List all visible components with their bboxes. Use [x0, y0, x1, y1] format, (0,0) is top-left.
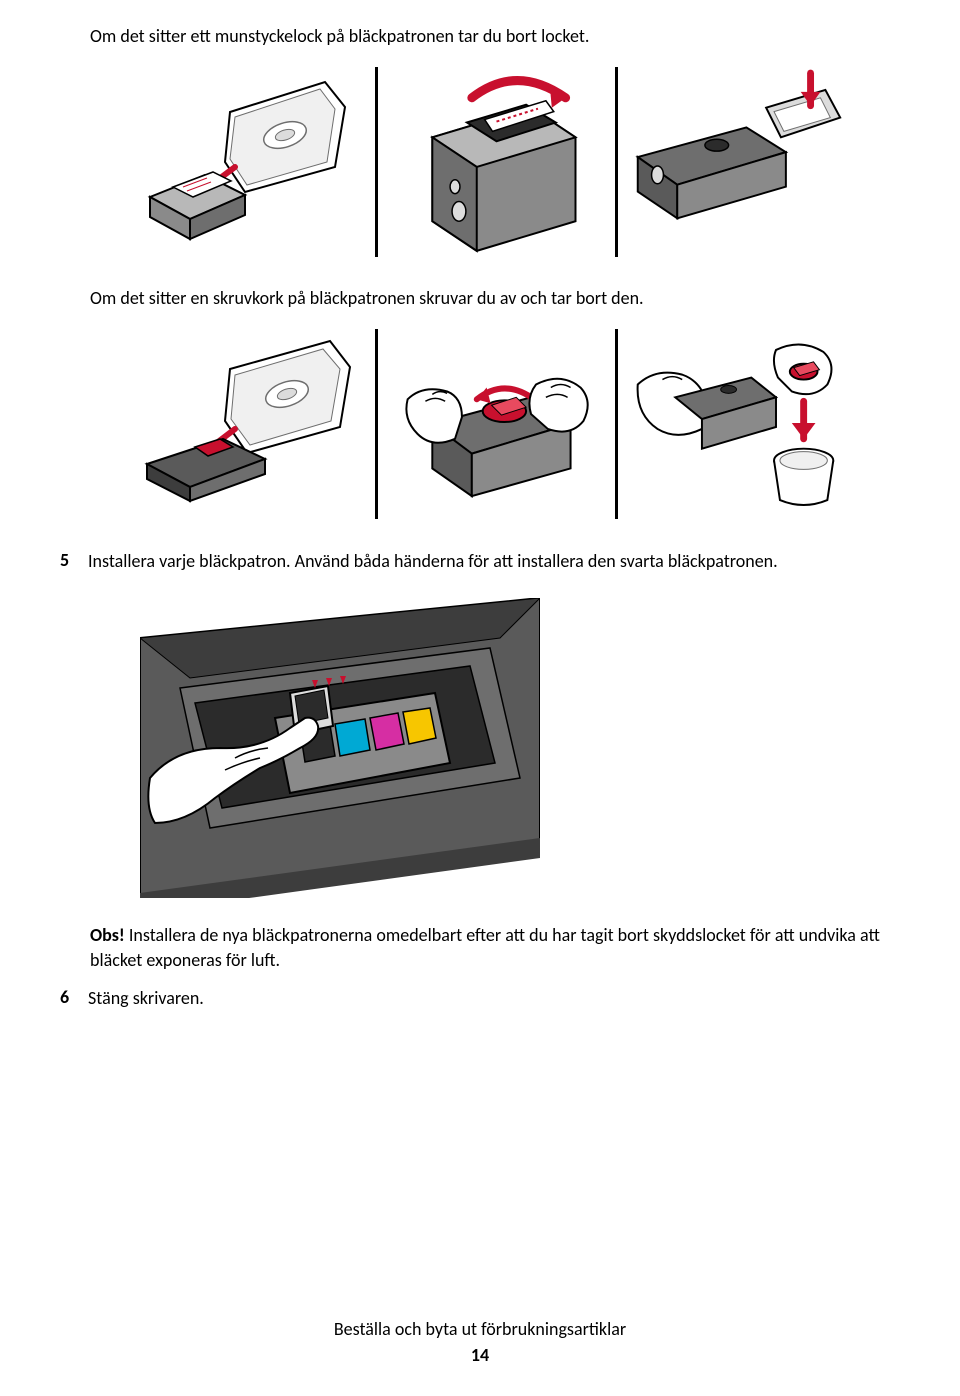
- step-6: 6 Stäng skrivaren.: [60, 986, 900, 1010]
- step-5-number: 5: [60, 549, 76, 571]
- step-6-text: Stäng skrivaren.: [88, 986, 204, 1010]
- fig1-panel-1: [135, 67, 375, 257]
- fig2-panel-3: [615, 329, 855, 519]
- fig2-panel-1: [135, 329, 375, 519]
- intro-text-2: Om det sitter en skruvkork på bläckpatro…: [90, 287, 900, 309]
- intro-text-1: Om det sitter ett munstyckelock på bläck…: [90, 25, 900, 47]
- fig2-panel-2: [375, 329, 615, 519]
- obs-text: Installera de nya bläckpatronerna omedel…: [90, 924, 880, 970]
- step-5-text: Installera varje bläckpatron. Använd båd…: [88, 549, 778, 573]
- page-number: 14: [0, 1344, 960, 1366]
- figure-row-1: [90, 67, 900, 257]
- figure-row-2: [90, 329, 900, 519]
- figure-install: [140, 598, 540, 898]
- step-5: 5 Installera varje bläckpatron. Använd b…: [60, 549, 900, 573]
- fig1-panel-3: [615, 67, 855, 257]
- obs-note: Obs! Installera de nya bläckpatronerna o…: [90, 923, 900, 972]
- page-footer: Beställa och byta ut förbrukningsartikla…: [0, 1318, 960, 1366]
- step-6-number: 6: [60, 986, 76, 1008]
- obs-label: Obs!: [90, 924, 125, 946]
- fig1-panel-2: [375, 67, 615, 257]
- footer-title: Beställa och byta ut förbrukningsartikla…: [0, 1318, 960, 1340]
